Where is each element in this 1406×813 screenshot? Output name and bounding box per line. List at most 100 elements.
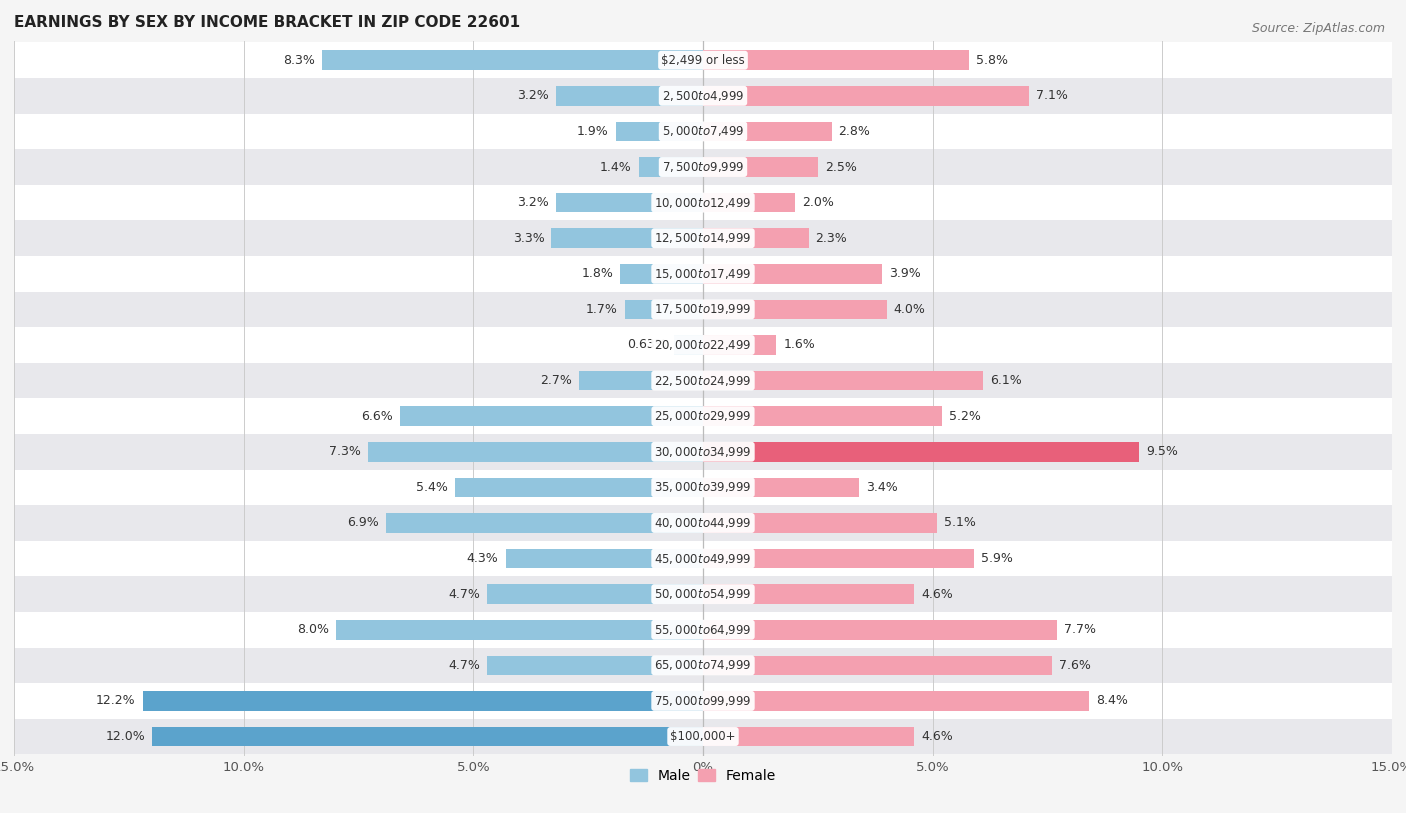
Text: $55,000 to $64,999: $55,000 to $64,999	[654, 623, 752, 637]
Bar	[14, 292, 1392, 327]
Bar	[555, 193, 703, 212]
Bar	[703, 549, 974, 568]
Bar	[14, 434, 1392, 470]
Text: 3.2%: 3.2%	[517, 89, 550, 102]
Text: 9.5%: 9.5%	[1146, 446, 1178, 459]
Text: 4.6%: 4.6%	[921, 588, 953, 601]
Text: 4.0%: 4.0%	[894, 303, 925, 316]
Bar	[673, 335, 703, 354]
Text: 12.2%: 12.2%	[96, 694, 136, 707]
Bar	[624, 300, 703, 320]
Bar	[703, 371, 983, 390]
Text: 2.0%: 2.0%	[801, 196, 834, 209]
Text: 1.4%: 1.4%	[600, 160, 631, 173]
Bar	[486, 655, 703, 675]
Text: 3.9%: 3.9%	[889, 267, 921, 280]
Text: $30,000 to $34,999: $30,000 to $34,999	[654, 445, 752, 459]
Bar	[703, 157, 818, 176]
Bar	[551, 228, 703, 248]
Bar	[703, 86, 1029, 106]
Text: 1.9%: 1.9%	[576, 125, 609, 138]
Bar	[620, 264, 703, 284]
Bar	[703, 655, 1052, 675]
Bar	[703, 122, 831, 141]
Bar	[14, 220, 1392, 256]
Bar	[703, 513, 938, 533]
Text: 12.0%: 12.0%	[105, 730, 145, 743]
Text: 7.3%: 7.3%	[329, 446, 361, 459]
Bar	[703, 228, 808, 248]
Text: 0.63%: 0.63%	[627, 338, 668, 351]
Bar	[14, 647, 1392, 683]
Bar	[14, 612, 1392, 647]
Text: $20,000 to $22,499: $20,000 to $22,499	[654, 338, 752, 352]
Bar	[14, 576, 1392, 612]
Text: $35,000 to $39,999: $35,000 to $39,999	[654, 480, 752, 494]
Bar	[14, 398, 1392, 434]
Legend: Male, Female: Male, Female	[624, 763, 782, 789]
Bar	[14, 327, 1392, 363]
Bar	[703, 620, 1057, 640]
Text: 2.5%: 2.5%	[825, 160, 856, 173]
Bar	[14, 114, 1392, 150]
Text: 8.4%: 8.4%	[1095, 694, 1128, 707]
Bar	[703, 50, 969, 70]
Text: $15,000 to $17,499: $15,000 to $17,499	[654, 267, 752, 280]
Bar	[703, 691, 1088, 711]
Text: 6.6%: 6.6%	[361, 410, 392, 423]
Bar	[142, 691, 703, 711]
Text: 7.6%: 7.6%	[1059, 659, 1091, 672]
Bar	[14, 683, 1392, 719]
Text: $2,500 to $4,999: $2,500 to $4,999	[662, 89, 744, 102]
Text: 3.4%: 3.4%	[866, 480, 898, 493]
Text: 6.9%: 6.9%	[347, 516, 380, 529]
Bar	[336, 620, 703, 640]
Bar	[506, 549, 703, 568]
Bar	[703, 585, 914, 604]
Text: 5.4%: 5.4%	[416, 480, 449, 493]
Text: 5.8%: 5.8%	[976, 54, 1008, 67]
Bar	[14, 78, 1392, 114]
Bar	[14, 256, 1392, 292]
Bar	[703, 300, 887, 320]
Text: 2.3%: 2.3%	[815, 232, 848, 245]
Text: 4.7%: 4.7%	[449, 588, 481, 601]
Text: 5.1%: 5.1%	[945, 516, 976, 529]
Text: $22,500 to $24,999: $22,500 to $24,999	[654, 373, 752, 388]
Bar	[638, 157, 703, 176]
Text: 2.8%: 2.8%	[838, 125, 870, 138]
Bar	[14, 185, 1392, 220]
Bar	[14, 363, 1392, 398]
Bar	[703, 406, 942, 426]
Text: $12,500 to $14,999: $12,500 to $14,999	[654, 231, 752, 246]
Text: 3.3%: 3.3%	[513, 232, 544, 245]
Bar	[14, 150, 1392, 185]
Bar	[703, 442, 1139, 462]
Text: 4.3%: 4.3%	[467, 552, 499, 565]
Bar	[14, 719, 1392, 754]
Text: 1.8%: 1.8%	[582, 267, 613, 280]
Text: $50,000 to $54,999: $50,000 to $54,999	[654, 587, 752, 601]
Text: Source: ZipAtlas.com: Source: ZipAtlas.com	[1251, 22, 1385, 35]
Text: $75,000 to $99,999: $75,000 to $99,999	[654, 694, 752, 708]
Text: 7.1%: 7.1%	[1036, 89, 1069, 102]
Bar	[579, 371, 703, 390]
Text: 5.9%: 5.9%	[981, 552, 1012, 565]
Bar	[368, 442, 703, 462]
Bar	[456, 477, 703, 497]
Text: 4.6%: 4.6%	[921, 730, 953, 743]
Text: $25,000 to $29,999: $25,000 to $29,999	[654, 409, 752, 424]
Text: 4.7%: 4.7%	[449, 659, 481, 672]
Text: $10,000 to $12,499: $10,000 to $12,499	[654, 196, 752, 210]
Bar	[14, 541, 1392, 576]
Text: 8.0%: 8.0%	[297, 624, 329, 637]
Bar	[703, 477, 859, 497]
Bar	[616, 122, 703, 141]
Text: $17,500 to $19,999: $17,500 to $19,999	[654, 302, 752, 316]
Bar	[703, 727, 914, 746]
Bar	[703, 335, 776, 354]
Text: $65,000 to $74,999: $65,000 to $74,999	[654, 659, 752, 672]
Text: $100,000+: $100,000+	[671, 730, 735, 743]
Text: 8.3%: 8.3%	[283, 54, 315, 67]
Bar	[14, 505, 1392, 541]
